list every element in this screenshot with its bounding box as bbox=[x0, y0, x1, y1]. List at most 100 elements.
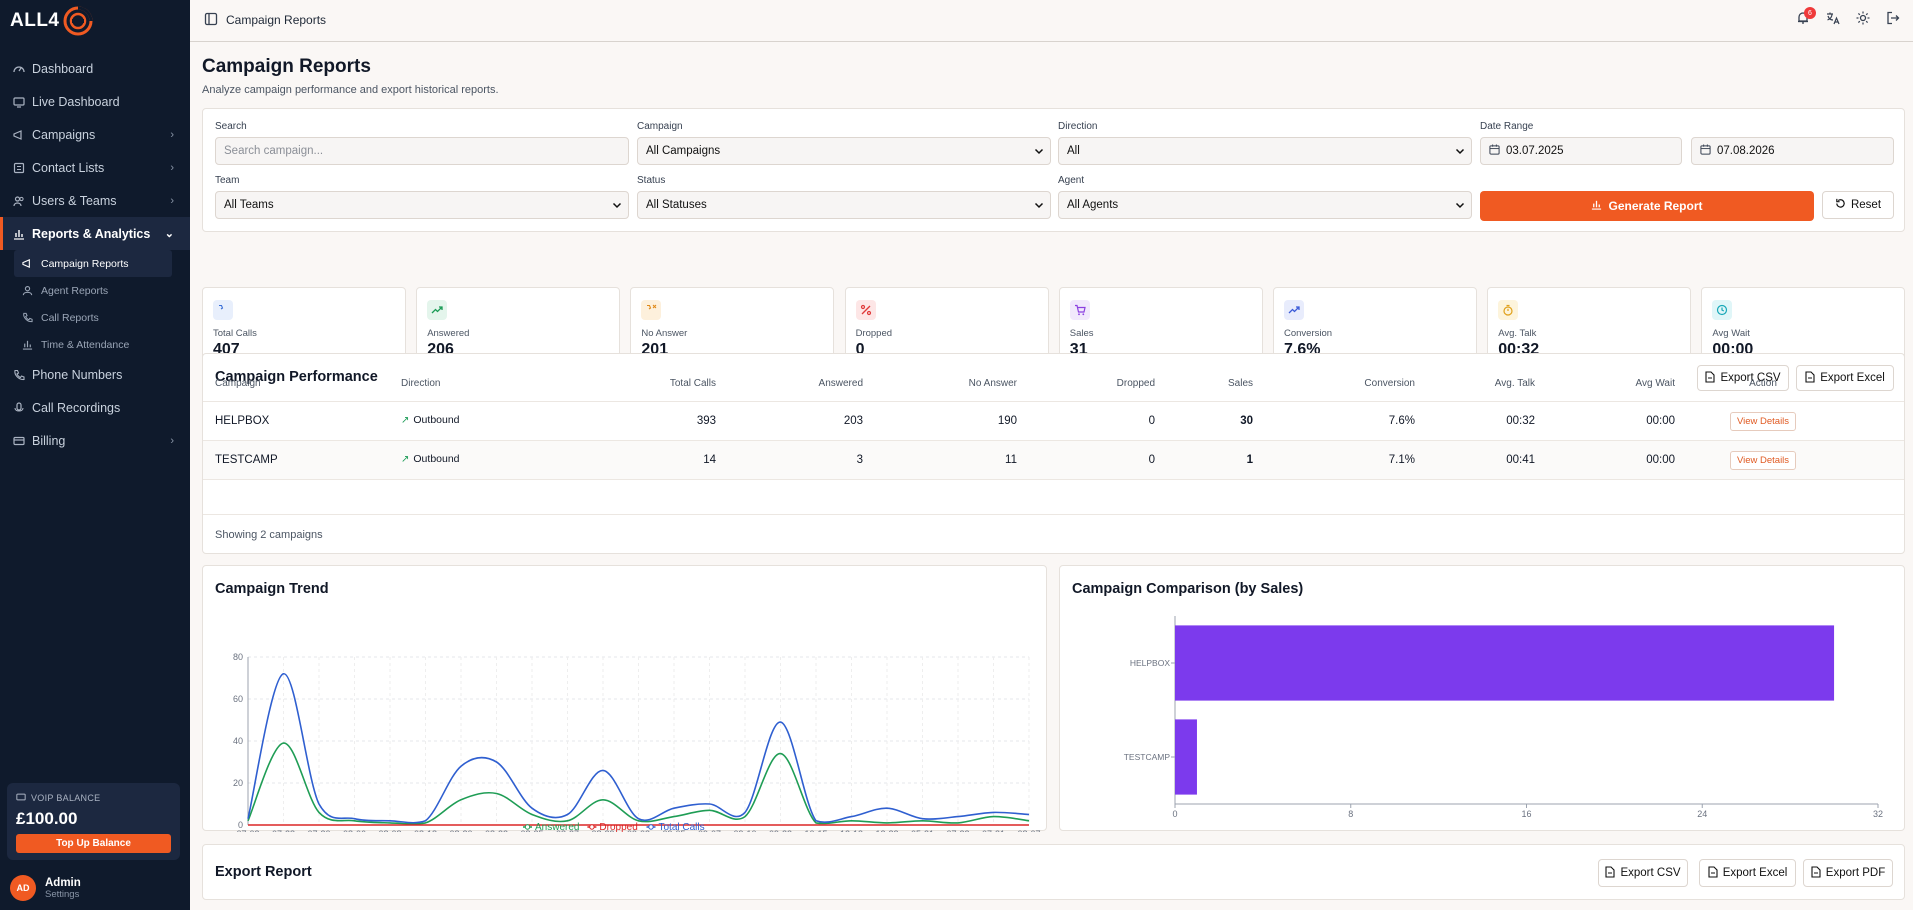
sidebar-subitem-label: Agent Reports bbox=[41, 284, 109, 297]
direction-select[interactable]: All bbox=[1058, 137, 1472, 165]
view-details-button[interactable]: View Details bbox=[1730, 412, 1796, 431]
x-tick-label: 07-31 bbox=[982, 829, 1005, 832]
sidebar-item-dashboard[interactable]: Dashboard bbox=[0, 52, 190, 85]
sidebar-item-phone-numbers[interactable]: Phone Numbers bbox=[0, 358, 190, 391]
campaign-comparison-chart: 0 8 16 24 32 HELPBOX TESTCAMP bbox=[1124, 616, 1883, 819]
x-tick-label: 16 bbox=[1521, 809, 1531, 819]
stat-label: Answered bbox=[427, 328, 470, 339]
sidebar-item-live-dashboard[interactable]: Live Dashboard bbox=[0, 85, 190, 118]
stat-value: 0 bbox=[855, 341, 865, 358]
arrow-up-right-icon: ↗ bbox=[401, 453, 410, 465]
legend-item[interactable]: Answered bbox=[523, 822, 579, 832]
top-up-button[interactable]: Top Up Balance bbox=[16, 834, 171, 853]
date-to-input[interactable]: 07.08.2026 bbox=[1691, 137, 1894, 165]
notification-bell-icon[interactable]: 6 bbox=[1795, 7, 1816, 27]
team-label: Team bbox=[215, 175, 240, 186]
column-header: Direction bbox=[401, 378, 441, 389]
date-from-input[interactable]: 03.07.2025 bbox=[1480, 137, 1682, 165]
column-header: Campaign bbox=[215, 378, 261, 389]
x-tick-label: 09-05 bbox=[662, 829, 685, 832]
legend-marker bbox=[648, 824, 654, 830]
export-csv-button[interactable]: Export CSV bbox=[1598, 859, 1688, 887]
bar-chart-icon bbox=[12, 227, 26, 241]
user-settings-link[interactable]: Settings bbox=[45, 888, 80, 900]
sidebar-item-reports-analytics[interactable]: Reports & Analytics ⌄ bbox=[0, 217, 190, 250]
direction-label: Direction bbox=[1058, 121, 1098, 132]
app-logo[interactable]: ALL4 bbox=[10, 6, 93, 36]
reset-label: Reset bbox=[1850, 199, 1882, 211]
theme-sun-icon[interactable] bbox=[1855, 9, 1871, 27]
logout-icon[interactable] bbox=[1885, 9, 1901, 27]
agent-select[interactable]: All Agents bbox=[1058, 191, 1472, 219]
chevron-down-icon bbox=[1455, 200, 1465, 210]
trend-up-icon bbox=[427, 300, 448, 320]
talk-cell: 00:32 bbox=[1506, 415, 1535, 427]
campaign-cell: TESTCAMP bbox=[215, 454, 278, 466]
campaign-trend-chart: 0 20 40 60 80 07-03 07-28 07-30 08-06 08-08 08-18 0… bbox=[233, 652, 1041, 832]
team-select[interactable]: All Teams bbox=[215, 191, 629, 219]
sidebar-toggle-icon[interactable] bbox=[204, 12, 218, 26]
user-menu[interactable]: AD Admin Settings bbox=[10, 875, 81, 901]
generate-report-button[interactable]: Generate Report bbox=[1480, 191, 1814, 221]
sidebar-subitem-campaign-reports[interactable]: Campaign Reports bbox=[14, 250, 172, 277]
export-excel-button[interactable]: Export Excel bbox=[1796, 365, 1894, 391]
y-tick-label: HELPBOX bbox=[1130, 658, 1170, 668]
search-input[interactable]: Search campaign... bbox=[215, 137, 629, 165]
sidebar-subitem-agent-reports[interactable]: Agent Reports bbox=[0, 277, 190, 304]
translate-icon[interactable] bbox=[1825, 9, 1841, 27]
chevron-down-icon bbox=[1455, 146, 1465, 156]
sidebar-item-campaigns[interactable]: Campaigns › bbox=[0, 118, 190, 151]
avatar: AD bbox=[10, 875, 36, 901]
megaphone-icon bbox=[22, 258, 35, 269]
view-details-button[interactable]: View Details bbox=[1730, 451, 1796, 470]
sidebar-nav: Dashboard Live Dashboard Campaigns › Con… bbox=[0, 52, 190, 457]
no_answer-cell: 190 bbox=[997, 415, 1017, 427]
table-row bbox=[203, 402, 1904, 441]
sidebar-subitem-time-attendance[interactable]: Time & Attendance bbox=[0, 331, 190, 358]
sidebar-item-users-teams[interactable]: Users & Teams › bbox=[0, 184, 190, 217]
search-label: Search bbox=[215, 121, 247, 132]
x-tick-label: 09-03 bbox=[627, 829, 650, 832]
x-tick-label: 08-20 bbox=[449, 829, 472, 832]
mic-icon bbox=[12, 401, 26, 415]
reset-icon bbox=[1835, 198, 1846, 212]
export-pdf-label: Export PDF bbox=[1825, 867, 1886, 879]
campaign-select-value: All Campaigns bbox=[646, 145, 721, 157]
y-tick-label: TESTCAMP bbox=[1124, 752, 1171, 762]
chevron-right-icon: › bbox=[170, 128, 174, 141]
export-excel-button[interactable]: Export Excel bbox=[1699, 859, 1796, 887]
sidebar-item-label: Reports & Analytics bbox=[32, 226, 151, 241]
status-select[interactable]: All Statuses bbox=[637, 191, 1051, 219]
sidebar-item-label: Dashboard bbox=[32, 61, 94, 76]
sidebar-item-call-recordings[interactable]: Call Recordings bbox=[0, 391, 190, 424]
export-csv-button[interactable]: Export CSV bbox=[1697, 365, 1789, 391]
bar-testcamp[interactable] bbox=[1175, 719, 1197, 795]
x-tick-label: 09-10 bbox=[733, 829, 756, 832]
conversion-cell: 7.6% bbox=[1388, 415, 1415, 427]
total-cell: 14 bbox=[703, 454, 716, 466]
agent-select-value: All Agents bbox=[1067, 199, 1119, 211]
dropped-cell: 0 bbox=[1148, 454, 1155, 466]
phone-icon bbox=[213, 300, 233, 320]
legend-item[interactable]: Total Calls bbox=[646, 822, 705, 832]
stat-label: No Answer bbox=[641, 328, 688, 339]
legend-item[interactable]: Dropped bbox=[587, 822, 638, 832]
stat-label: Avg Wait bbox=[1712, 328, 1750, 339]
total-cell: 393 bbox=[696, 415, 716, 427]
x-tick-label: 8 bbox=[1348, 809, 1353, 819]
reset-button[interactable]: Reset bbox=[1822, 191, 1894, 219]
trend-title: Campaign Trend bbox=[215, 581, 329, 597]
balance-label-text: VOIP BALANCE bbox=[31, 793, 101, 803]
y-tick-label: 60 bbox=[233, 694, 243, 704]
sidebar-item-contact-lists[interactable]: Contact Lists › bbox=[0, 151, 190, 184]
sidebar-item-billing[interactable]: Billing › bbox=[0, 424, 190, 457]
export-pdf-button[interactable]: Export PDF bbox=[1803, 859, 1893, 887]
phone-icon bbox=[12, 368, 26, 382]
export-excel-label: Export Excel bbox=[1722, 867, 1788, 879]
sidebar-subitem-call-reports[interactable]: Call Reports bbox=[0, 304, 190, 331]
campaign-select[interactable]: All Campaigns bbox=[637, 137, 1051, 165]
bar-chart-icon bbox=[1591, 199, 1602, 213]
bar-helpbox[interactable] bbox=[1175, 625, 1835, 701]
megaphone-icon bbox=[12, 128, 26, 142]
y-tick-label: 80 bbox=[233, 652, 243, 662]
